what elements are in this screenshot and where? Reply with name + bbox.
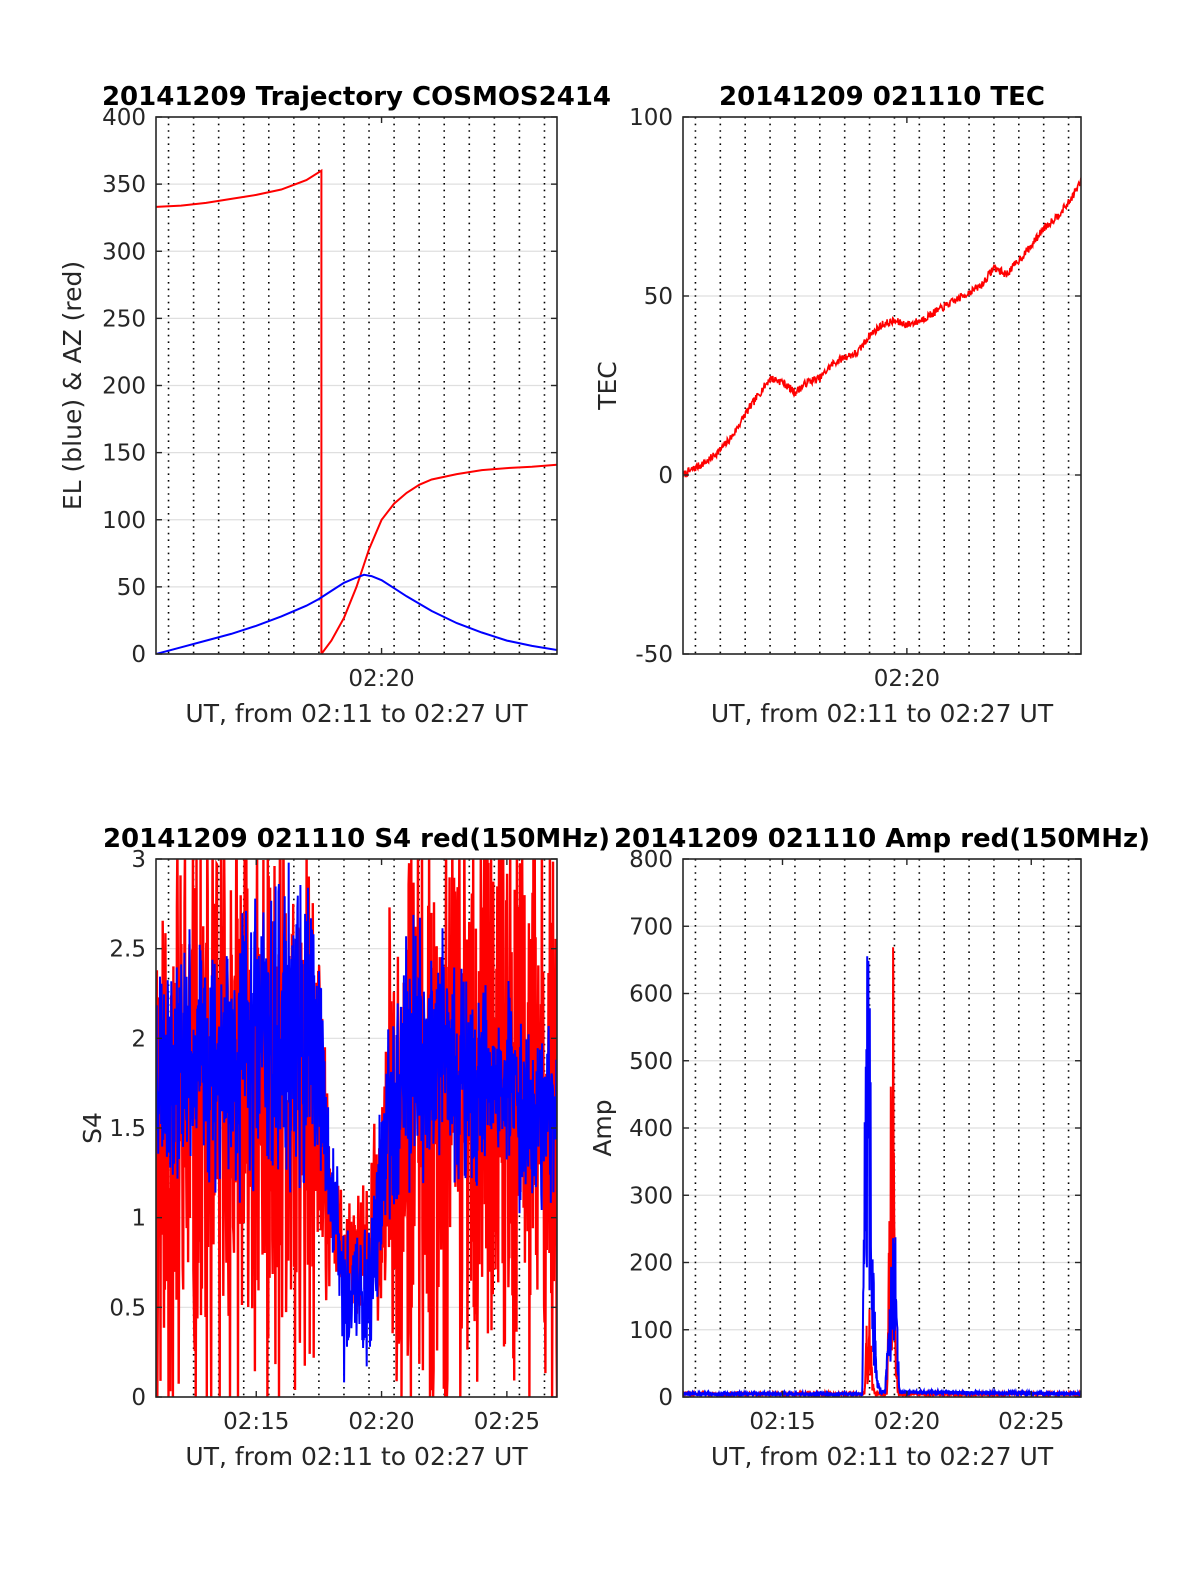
y-tick-label: 300: [102, 239, 146, 265]
x-axis-label: UT, from 02:11 to 02:27 UT: [711, 699, 1054, 728]
y-tick-label: 500: [629, 1049, 673, 1075]
series-group: [156, 859, 557, 1397]
x-tick-label: 02:20: [348, 666, 414, 692]
chart-panel-1: 0 50 100 150 200 250 300 350 400 02:20 20141209 Tr…: [58, 82, 611, 728]
x-tick-label: 02:20: [874, 666, 940, 692]
y-tick-label: 350: [102, 172, 146, 198]
chart-panel-4: 0 100 200 300 400 500 600 700 800 02:15 02:20 02:25…: [588, 824, 1150, 1471]
x-axis-label: UT, from 02:11 to 02:27 UT: [185, 1442, 528, 1471]
chart-title: 20141209 Trajectory COSMOS2414: [102, 82, 611, 112]
y-tick-label: 100: [102, 508, 146, 534]
x-tick-label: 02:15: [223, 1409, 289, 1435]
y-tick-label: 200: [629, 1251, 673, 1277]
y-tick-label: 0: [658, 463, 673, 489]
y-tick-label: 100: [629, 1318, 673, 1344]
y-tick-label: 0: [131, 642, 146, 668]
series-line-elevation: [156, 573, 557, 654]
y-axis-label: Amp: [588, 1099, 617, 1156]
series-line-s4_blue: [156, 862, 557, 1383]
x-tick-label: 02:20: [874, 1409, 940, 1435]
y-tick-label: 150: [102, 441, 146, 467]
series-line-azimuth: [156, 168, 557, 654]
plot-area: [683, 117, 1081, 654]
chart-panel-3: 0 0.5 1 1.5 2 2.5 3 02:15 02:20 02:25 20141209 021…: [78, 824, 610, 1471]
y-axis-label: S4: [78, 1112, 107, 1144]
x-tick-label: 02:20: [348, 1409, 414, 1435]
series-group: [156, 168, 557, 654]
y-tick-label: 250: [102, 306, 146, 332]
y-tick-label: 2.5: [109, 937, 146, 963]
y-tick-label: 1.5: [109, 1116, 146, 1142]
x-axis-label: UT, from 02:11 to 02:27 UT: [711, 1442, 1054, 1471]
y-tick-label: 0: [658, 1385, 673, 1411]
series-group: [683, 177, 1081, 478]
y-tick-label: 600: [629, 982, 673, 1008]
series-line-amp_blue: [683, 956, 1081, 1397]
y-axis-label: EL (blue) & AZ (red): [58, 261, 87, 510]
series-line-tec: [683, 177, 1081, 478]
y-tick-label: 300: [629, 1183, 673, 1209]
y-tick-label: 50: [644, 284, 673, 310]
chart-title: 20141209 021110 Amp red(150MHz): [614, 824, 1150, 854]
y-tick-label: 0: [131, 1385, 146, 1411]
x-tick-label: 02:25: [998, 1409, 1064, 1435]
y-tick-label: 800: [629, 847, 673, 873]
chart-title: 20141209 021110 TEC: [719, 82, 1045, 112]
chart-title: 20141209 021110 S4 red(150MHz): [103, 824, 610, 854]
y-tick-label: 700: [629, 914, 673, 940]
y-tick-label: 1: [131, 1206, 146, 1232]
x-axis-label: UT, from 02:11 to 02:27 UT: [185, 699, 528, 728]
y-tick-label: 400: [102, 105, 146, 131]
y-tick-label: 50: [117, 575, 146, 601]
y-tick-label: 200: [102, 374, 146, 400]
y-tick-label: 0.5: [109, 1295, 146, 1321]
y-tick-label: 400: [629, 1116, 673, 1142]
y-tick-label: 2: [131, 1026, 146, 1052]
y-tick-label: -50: [635, 642, 673, 668]
y-axis-label: TEC: [593, 361, 622, 411]
axes-box: [682, 116, 1082, 655]
chart-panel-2: -50 0 50 100 02:20 20141209 021110 TEC UT, fro…: [593, 82, 1082, 728]
x-tick-label: 02:25: [474, 1409, 540, 1435]
x-tick-label: 02:15: [749, 1409, 815, 1435]
series-group: [683, 947, 1081, 1397]
y-tick-label: 3: [131, 847, 146, 873]
y-tick-label: 100: [629, 105, 673, 131]
